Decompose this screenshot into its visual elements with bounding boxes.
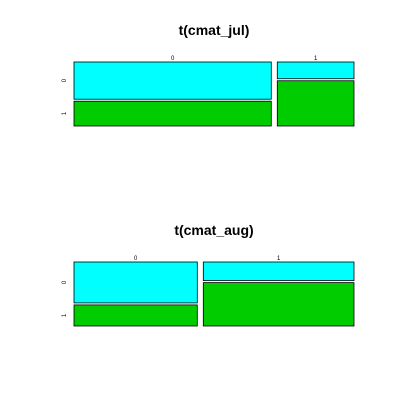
row-label: 0 <box>62 280 68 284</box>
chart-title: t(cmat_aug) <box>174 222 253 238</box>
row-labels-jul: 01 <box>62 78 68 115</box>
cells-aug <box>73 261 355 327</box>
chart-title: t(cmat_jul) <box>179 22 250 38</box>
row-label: 1 <box>62 111 68 115</box>
mosaic-cell <box>276 80 355 127</box>
mosaic-cell <box>73 100 272 127</box>
col-label: 0 <box>171 56 175 62</box>
row-label: 0 <box>62 78 68 82</box>
cells-jul <box>73 61 355 127</box>
mosaic-cell <box>73 261 198 304</box>
mosaic-cell <box>202 261 355 282</box>
col-label: 1 <box>314 56 318 62</box>
col-label: 0 <box>134 256 138 262</box>
row-label: 1 <box>62 313 68 317</box>
row-labels-aug: 01 <box>62 280 68 317</box>
mosaic-cell <box>202 282 355 327</box>
mosaic-cell <box>276 61 355 80</box>
mosaic-cell <box>73 61 272 100</box>
mosaic-cell <box>73 304 198 327</box>
col-label: 1 <box>277 256 281 262</box>
